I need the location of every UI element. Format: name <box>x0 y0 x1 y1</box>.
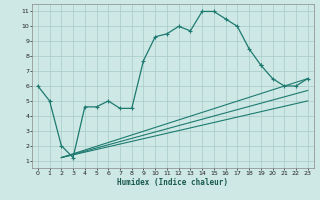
X-axis label: Humidex (Indice chaleur): Humidex (Indice chaleur) <box>117 178 228 187</box>
